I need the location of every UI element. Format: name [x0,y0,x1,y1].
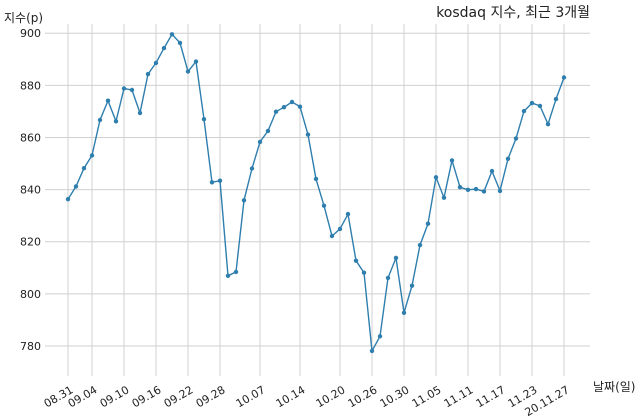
data-point [337,226,343,232]
data-point [73,184,79,189]
data-point [385,275,391,281]
y-tick-label: 780 [20,340,41,353]
series-points [65,32,567,354]
data-point [417,242,423,248]
x-tick-label: 10.30 [378,383,412,410]
x-tick-label: 10.26 [346,383,380,410]
data-point [97,117,103,123]
data-point [89,153,95,158]
data-point [113,119,119,124]
data-point [377,334,383,339]
x-tick-label: 09.22 [162,383,196,410]
data-point [185,69,191,74]
data-point [321,203,327,208]
data-point [457,185,463,190]
data-point [513,136,519,141]
data-point [481,189,487,194]
data-point [257,139,263,145]
data-point [225,273,231,278]
data-point [177,40,183,46]
data-point [433,175,439,180]
data-point [329,233,335,239]
data-point [65,197,71,202]
data-point [241,198,247,203]
x-tick-label: 09.10 [98,383,132,410]
data-point [545,122,551,127]
series-line [67,33,565,354]
data-point [137,110,143,116]
data-point [489,168,495,174]
data-point [169,32,175,37]
y-tick-label: 860 [20,131,41,144]
data-point [497,188,503,194]
data-point [305,132,311,137]
data-point [409,283,415,288]
data-point [81,166,87,171]
data-point [297,104,303,109]
data-point [193,59,199,64]
data-point [425,221,431,226]
data-point [209,180,215,185]
data-point [129,87,135,93]
data-point [249,166,255,171]
y-tick-label: 800 [20,288,41,301]
y-tick-label: 880 [20,79,41,92]
grid [45,24,590,376]
data-point [281,105,287,110]
y-tick-label: 900 [20,27,41,40]
data-point [313,176,319,182]
data-point [233,269,239,275]
data-point [401,310,407,315]
data-point [145,71,151,77]
x-tick-label: 11.11 [442,383,476,410]
data-point [289,99,295,105]
x-tick-label: 10.07 [234,383,268,410]
x-tick-label: 09.16 [130,383,164,410]
data-point [521,108,527,114]
data-point [345,211,351,217]
data-point [353,258,359,263]
data-point [361,270,367,275]
data-point [449,158,455,163]
data-point [529,100,535,106]
data-point [105,98,111,103]
x-tick-label: 11.05 [410,383,444,410]
data-point [561,75,567,80]
data-point [441,195,447,200]
x-axis-label: 날짜(일) [593,380,635,394]
x-tick-label: 10.14 [274,383,308,410]
chart-title: kosdaq 지수, 최근 3개월 [436,5,590,21]
data-point [217,178,223,183]
data-point [161,45,167,51]
x-tick-label: 09.28 [194,383,228,410]
y-tick-label: 820 [20,236,41,249]
x-tick-label: 11.17 [474,383,508,410]
data-point [505,156,511,161]
data-point [265,128,271,134]
data-point [473,186,479,192]
data-point [465,187,471,192]
data-point [153,60,159,66]
data-point [273,109,279,114]
data-point [369,348,375,354]
data-point [537,103,543,109]
data-point [393,255,399,261]
y-axis-ticks: 780 800 820 840 860 880 900 [20,27,41,353]
data-point [121,86,127,91]
data-point [201,117,207,122]
data-point [553,96,559,102]
x-tick-label: 10.20 [314,383,348,410]
y-axis-label: 지수(p) [4,11,43,25]
y-tick-label: 840 [20,184,41,197]
